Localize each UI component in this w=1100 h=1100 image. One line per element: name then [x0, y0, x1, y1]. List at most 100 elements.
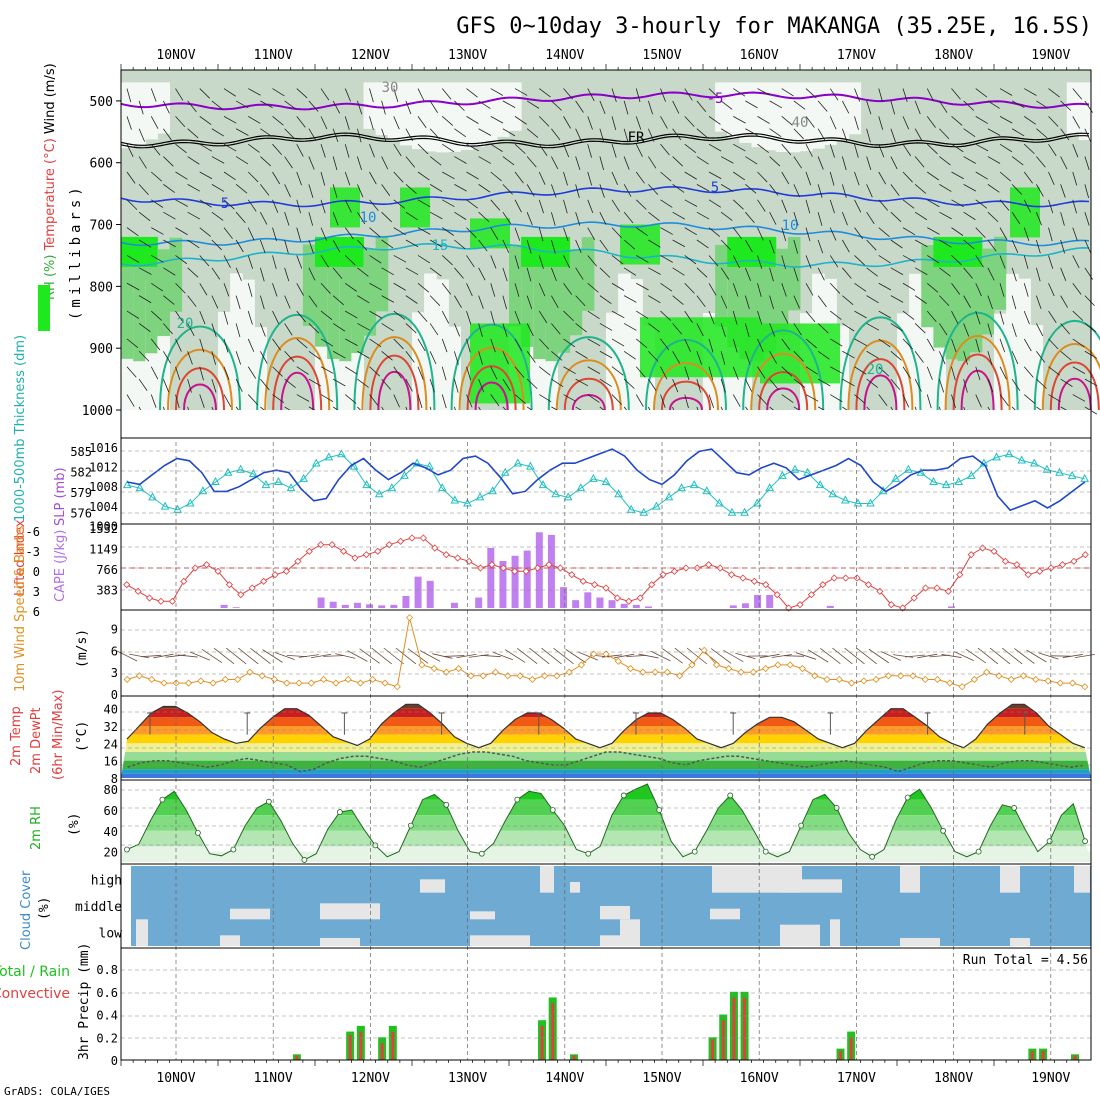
rh-dry-cell	[1030, 325, 1043, 410]
cloud-row-label: low	[99, 927, 123, 942]
wind-barb	[829, 116, 837, 130]
wind-speed-marker	[344, 675, 352, 684]
wind-barb	[672, 156, 684, 167]
thickness-line	[127, 453, 1085, 514]
wind-barb	[660, 282, 673, 292]
wind-barb	[999, 227, 1008, 240]
wind-barb	[805, 338, 817, 349]
wind-barb	[793, 128, 804, 140]
wind-barb	[369, 199, 379, 211]
rh-moist-cell	[375, 237, 389, 312]
wind-barb	[296, 310, 306, 323]
wind-barb	[1072, 227, 1078, 241]
wind-speed-marker	[676, 672, 684, 680]
wind-barb	[636, 282, 649, 291]
wind-barb	[854, 227, 864, 240]
wind-barb	[187, 211, 201, 220]
wind-barb	[393, 227, 406, 236]
rh-saturated-cell	[133, 236, 146, 267]
wind-tick-label: 3	[111, 666, 118, 680]
wind-barb	[345, 338, 358, 347]
wind-speed-marker	[1056, 679, 1064, 687]
lifted-index-marker	[1001, 557, 1009, 565]
wind-barb	[284, 239, 289, 254]
thickness-marker	[652, 501, 661, 510]
wind-barb	[223, 366, 230, 380]
wind-barb	[793, 212, 799, 226]
wind-barb	[939, 267, 951, 277]
wind-barb	[866, 378, 879, 388]
lifted-index-marker	[853, 574, 861, 582]
wind-barb	[175, 255, 188, 265]
wind-barb	[781, 171, 790, 185]
wind-barb	[1035, 267, 1041, 282]
wind-barb	[272, 143, 283, 155]
wind-barb	[187, 323, 195, 337]
wind-barb	[223, 88, 236, 97]
wind-barb	[829, 227, 837, 241]
wind-barb	[732, 227, 743, 240]
wind-barb-10m	[795, 652, 817, 660]
wind-barb	[235, 100, 249, 109]
wind-barb	[987, 323, 993, 338]
wind-barb	[805, 394, 819, 402]
wind-barb	[1060, 267, 1067, 281]
wind-barb	[235, 156, 249, 165]
date-label-bottom: 19NOV	[1031, 1071, 1070, 1086]
wind-barb	[369, 116, 374, 130]
wind-barb	[381, 267, 394, 276]
wind-barb	[611, 255, 624, 265]
thickness-marker	[891, 473, 901, 482]
wind-barb	[951, 366, 956, 381]
wind-barb	[575, 212, 581, 226]
thickness-marker	[475, 492, 485, 501]
wind-barb	[684, 310, 693, 323]
cloud-block	[710, 908, 740, 920]
thickness-marker	[324, 452, 334, 461]
rh-moist-cell	[581, 237, 595, 311]
wind-barb	[829, 88, 839, 101]
wind-barb	[878, 144, 885, 158]
wind-barb	[890, 378, 901, 391]
wind-barb	[1036, 128, 1048, 139]
wind-barb	[151, 227, 164, 235]
wind-barb	[1023, 338, 1032, 352]
wind-barb	[150, 171, 163, 182]
thickness-marker	[664, 492, 674, 501]
contour-label: 40	[792, 115, 809, 131]
wind-barb	[1036, 323, 1044, 337]
rh-band	[121, 815, 1091, 831]
wind-barb	[405, 239, 419, 248]
wind-barb	[878, 255, 891, 264]
thickness-marker	[122, 480, 132, 489]
wind-barb	[987, 295, 993, 309]
lifted-index-marker	[591, 581, 599, 589]
wind-barb	[636, 255, 649, 263]
date-label-top: 11NOV	[254, 48, 293, 63]
wind-barb	[490, 199, 501, 211]
slp-ylabel: SLP (mb)	[53, 467, 68, 526]
wind-barb	[332, 100, 341, 114]
boundary-layer-arch	[264, 337, 331, 411]
boundary-layer-arch	[256, 314, 339, 411]
wind-barb-10m	[201, 648, 223, 664]
wind-barb	[696, 211, 710, 220]
wind-barb	[345, 310, 358, 319]
wind-barb	[745, 211, 755, 224]
wind-barb	[587, 227, 595, 241]
temp-band	[121, 717, 1091, 726]
cape-bar	[426, 580, 434, 608]
wind-speed-marker	[1044, 677, 1052, 685]
wind-barb	[1060, 378, 1073, 387]
wind-barb	[744, 295, 750, 310]
wind-barb	[163, 184, 175, 193]
y-tick-label: 1000	[82, 404, 113, 419]
wind-barb	[175, 116, 186, 127]
wind-barb	[890, 323, 903, 332]
rh-dry-cell	[994, 313, 1007, 410]
wind-barb	[866, 184, 873, 198]
wind-barb-10m	[116, 650, 138, 662]
cape-bar	[754, 594, 762, 608]
wind-barb	[684, 255, 697, 265]
